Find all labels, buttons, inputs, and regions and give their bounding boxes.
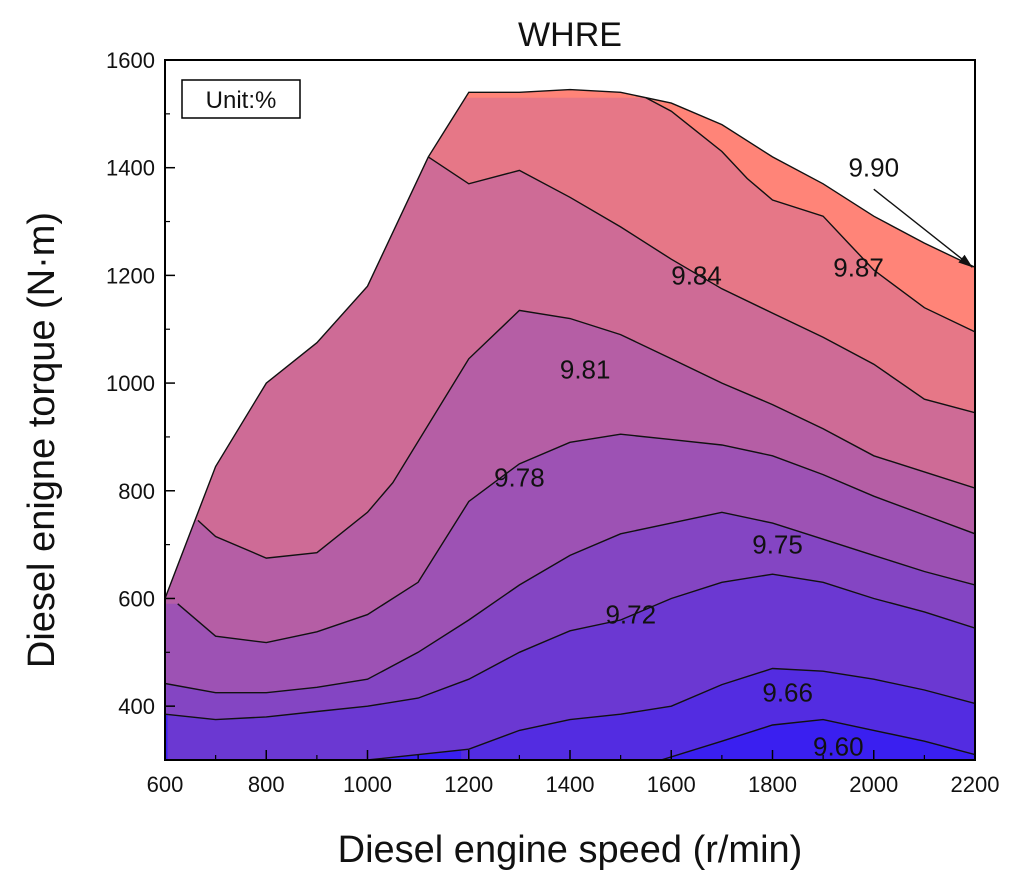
x-tick-label: 1200: [444, 772, 493, 797]
x-tick-label: 1000: [343, 772, 392, 797]
x-axis: 600 800 1000 1200 1400 1600 1800 2000 2200: [147, 750, 1000, 797]
contour-label: 9.90: [848, 153, 899, 183]
contour-line: [197, 309, 975, 559]
unit-box-frame: [181, 79, 301, 119]
contour-lines: [165, 88, 975, 760]
label-arrow-head: [958, 254, 973, 268]
y-axis: 400 600 800 1000 1200 1400 1600: [106, 48, 175, 761]
chart-title: WHRE: [518, 16, 622, 54]
contour-line: [427, 156, 975, 414]
contour-line: [177, 433, 975, 644]
y-tick-label: 1200: [106, 263, 155, 288]
contour-label: 9.87: [833, 252, 884, 282]
contour-line: [165, 573, 975, 721]
y-tick-label: 600: [118, 586, 155, 611]
contour-line: [367, 667, 975, 760]
unit-box: Unit:%: [181, 79, 301, 119]
x-tick-label: 2000: [849, 772, 898, 797]
contour-line: [660, 718, 975, 760]
contour-label: 9.66: [762, 678, 813, 708]
contour-line: [645, 97, 975, 333]
contour-band: [165, 89, 975, 559]
y-tick-label: 800: [118, 479, 155, 504]
x-tick-label: 1800: [748, 772, 797, 797]
x-tick-label: 1600: [647, 772, 696, 797]
envelope-line: [165, 88, 975, 599]
y-tick-label: 1600: [106, 48, 155, 73]
contour-label: 9.78: [494, 462, 545, 492]
unit-label: Unit:%: [206, 87, 277, 114]
contour-label: 9.75: [752, 530, 803, 560]
y-tick-label: 400: [118, 694, 155, 719]
x-tick-label: 800: [248, 772, 285, 797]
x-tick-label: 1400: [546, 772, 595, 797]
contour-labels: 9.90 9.87 9.84 9.81 9.78 9.75 9.72 9.669.60: [494, 153, 899, 762]
y-axis-title: Diesel enigne torque (N·m): [21, 212, 63, 668]
y-tick-label: 1000: [106, 371, 155, 396]
label-arrow: [873, 188, 973, 268]
contour-label: 9.72: [605, 600, 656, 630]
x-tick-label: 2200: [951, 772, 1000, 797]
contour-bands: [165, 89, 975, 760]
contour-label: 9.81: [560, 355, 611, 385]
y-tick-label: 1400: [106, 156, 155, 181]
x-axis-title: Diesel engine speed (r/min): [338, 829, 803, 871]
contour-label: 9.60: [813, 732, 864, 762]
x-tick-label: 600: [147, 772, 184, 797]
contour-label: 9.84: [671, 260, 722, 290]
contour-line: [165, 511, 975, 694]
